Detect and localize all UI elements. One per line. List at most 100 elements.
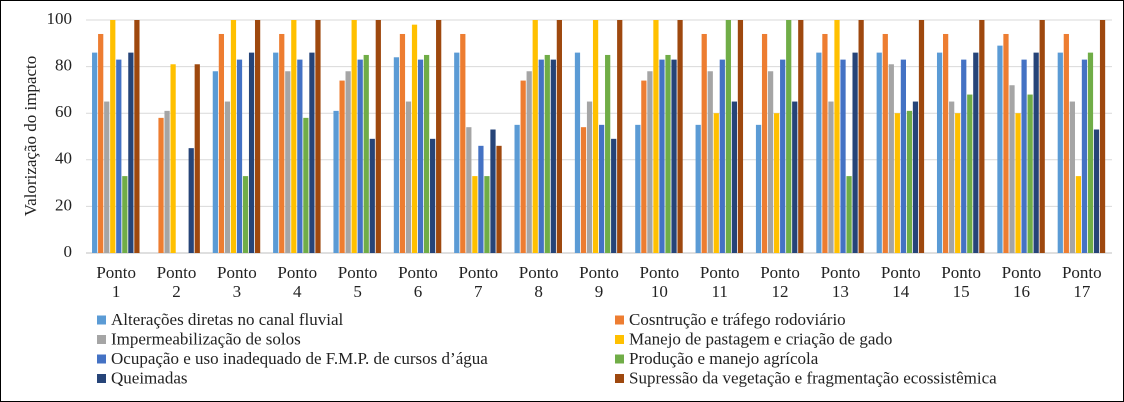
bar bbox=[538, 59, 544, 253]
x-tick-label: Ponto 2 bbox=[156, 263, 197, 301]
legend-swatch bbox=[97, 374, 106, 383]
bar bbox=[792, 101, 798, 253]
bar bbox=[786, 20, 792, 253]
bar bbox=[454, 52, 460, 254]
bar bbox=[695, 124, 701, 253]
bar bbox=[478, 145, 484, 253]
bar bbox=[164, 110, 170, 254]
bar bbox=[1093, 129, 1100, 253]
legend-label: Supressão da vegetação e fragmentação ec… bbox=[629, 368, 997, 387]
x-tick-label: Ponto 7 bbox=[458, 263, 499, 301]
legend-swatch bbox=[615, 315, 624, 325]
bar bbox=[725, 20, 731, 253]
bar bbox=[755, 124, 762, 253]
bar bbox=[1063, 33, 1069, 254]
legend-swatch bbox=[97, 315, 106, 325]
bar bbox=[780, 59, 786, 253]
bar bbox=[472, 176, 478, 253]
bar bbox=[556, 20, 562, 253]
bar bbox=[490, 129, 496, 253]
bar bbox=[653, 20, 659, 253]
bar bbox=[1075, 176, 1082, 253]
bar bbox=[671, 59, 677, 253]
bar bbox=[852, 52, 858, 254]
bar bbox=[1081, 59, 1088, 253]
bar bbox=[858, 20, 864, 253]
bar bbox=[224, 101, 231, 253]
bar bbox=[248, 52, 255, 254]
bar bbox=[285, 71, 291, 253]
bar bbox=[1099, 20, 1106, 253]
bar bbox=[605, 54, 611, 254]
x-tick-label: Ponto 9 bbox=[579, 263, 619, 301]
bar bbox=[496, 145, 502, 253]
bar bbox=[484, 176, 490, 253]
bar bbox=[273, 52, 279, 254]
bar bbox=[822, 33, 828, 254]
bar bbox=[92, 52, 98, 254]
bar bbox=[943, 33, 949, 254]
y-tick-label: 40 bbox=[55, 149, 72, 168]
bar bbox=[98, 33, 104, 254]
bar bbox=[1087, 52, 1094, 254]
bar bbox=[900, 59, 906, 253]
bar bbox=[236, 59, 243, 253]
bar bbox=[357, 59, 363, 253]
legend-swatch bbox=[615, 354, 624, 364]
y-tick-label: 0 bbox=[64, 242, 73, 261]
bar bbox=[110, 20, 116, 253]
bar bbox=[846, 176, 852, 253]
x-tick-label: Ponto 13 bbox=[820, 263, 861, 301]
legend-swatch bbox=[615, 335, 624, 344]
y-tick-label: 20 bbox=[55, 195, 72, 214]
x-tick-label: Ponto 1 bbox=[96, 263, 137, 301]
legend-swatch bbox=[615, 374, 624, 383]
bar bbox=[761, 33, 768, 254]
bar bbox=[840, 59, 846, 253]
bar bbox=[1021, 59, 1027, 253]
legend-label: Cosntrução e tráfego rodoviário bbox=[629, 310, 846, 329]
bar bbox=[526, 71, 532, 253]
bar bbox=[218, 33, 225, 254]
bar bbox=[1009, 85, 1015, 254]
bar bbox=[882, 33, 888, 254]
bar bbox=[1027, 94, 1033, 253]
legend-label: Impermeabilização de solos bbox=[111, 329, 301, 348]
legend-label: Queimadas bbox=[111, 368, 187, 387]
bar bbox=[550, 59, 556, 253]
bar bbox=[363, 54, 369, 254]
bar bbox=[1015, 113, 1021, 253]
bar bbox=[961, 59, 967, 253]
bar bbox=[544, 54, 550, 254]
bar bbox=[405, 101, 412, 253]
bar bbox=[303, 117, 309, 253]
bar bbox=[659, 59, 665, 253]
bar bbox=[635, 124, 641, 253]
x-tick-label: Ponto 14 bbox=[880, 263, 921, 301]
y-tick-label: 80 bbox=[55, 56, 72, 75]
bar bbox=[393, 57, 400, 253]
bar bbox=[333, 110, 339, 254]
bar bbox=[170, 64, 176, 254]
bar bbox=[876, 52, 882, 254]
bar bbox=[737, 20, 744, 253]
x-tick-label: Ponto 8 bbox=[518, 263, 559, 301]
x-tick-label: Ponto 10 bbox=[639, 263, 680, 301]
bar bbox=[949, 101, 955, 253]
bar bbox=[586, 101, 593, 253]
bar bbox=[520, 80, 526, 253]
bar bbox=[713, 113, 719, 253]
bar bbox=[212, 71, 218, 253]
x-tick-label: Ponto 5 bbox=[337, 263, 378, 301]
bar bbox=[665, 54, 671, 254]
bar bbox=[242, 176, 249, 253]
bar bbox=[1039, 20, 1045, 253]
bar bbox=[369, 138, 375, 253]
x-tick-label: Ponto 6 bbox=[398, 263, 438, 301]
x-tick-label: Ponto 16 bbox=[1001, 263, 1042, 301]
bar bbox=[828, 101, 834, 253]
bar bbox=[315, 20, 321, 253]
y-tick-label: 100 bbox=[47, 9, 73, 28]
